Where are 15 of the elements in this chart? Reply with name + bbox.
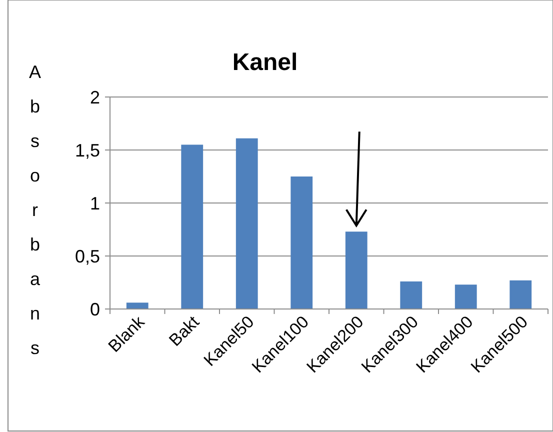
bar bbox=[290, 176, 313, 309]
text: Absorbans bbox=[28, 62, 42, 358]
bar bbox=[236, 138, 258, 309]
y-tick-label: 1 bbox=[90, 193, 100, 214]
bar bbox=[126, 302, 148, 309]
bar bbox=[345, 232, 368, 309]
y-tick-label: 0 bbox=[90, 299, 100, 320]
bar bbox=[181, 144, 204, 309]
y-tick-label: 2 bbox=[90, 87, 100, 108]
y-tick-label: 0,5 bbox=[74, 246, 100, 266]
bar bbox=[510, 280, 532, 309]
bar bbox=[454, 284, 477, 309]
bar bbox=[400, 281, 422, 309]
y-tick-label: 1,5 bbox=[74, 140, 100, 160]
chart-title: Kanel bbox=[232, 49, 298, 76]
